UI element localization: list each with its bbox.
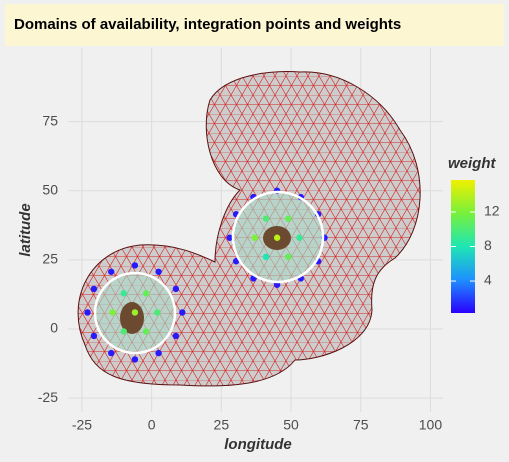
x-axis-title: longitude	[224, 436, 292, 453]
integration-point	[108, 350, 114, 356]
colorbar-tick-label: 4	[484, 272, 492, 288]
x-tick-label: 75	[353, 417, 369, 433]
y-axis-title: latitude	[17, 203, 34, 256]
integration-point	[143, 328, 149, 334]
integration-point	[84, 309, 90, 315]
integration-point	[155, 350, 161, 356]
integration-point	[263, 254, 269, 260]
integration-point	[263, 215, 269, 221]
y-tick-label: -25	[38, 389, 58, 405]
colorbar-tick-label: 12	[484, 203, 500, 219]
integration-point	[121, 328, 127, 334]
integration-point	[91, 333, 97, 339]
x-tick-label: 25	[214, 417, 230, 433]
y-tick-label: 0	[50, 320, 58, 336]
x-tick-label: -25	[72, 417, 92, 433]
integration-point	[173, 286, 179, 292]
integration-point	[179, 309, 185, 315]
integration-point	[155, 269, 161, 275]
colorbar-tick-label: 8	[484, 237, 492, 253]
integration-point	[285, 254, 291, 260]
integration-point	[154, 309, 160, 315]
integration-point	[121, 290, 127, 296]
integration-point	[252, 235, 258, 241]
integration-point	[285, 215, 291, 221]
integration-point	[274, 235, 280, 241]
y-tick-label: 50	[42, 181, 58, 197]
integration-point	[173, 333, 179, 339]
chart-title: Domains of availability, integration poi…	[14, 16, 401, 33]
colorbar-title: weight	[448, 155, 497, 172]
y-tick-label: 75	[42, 112, 58, 128]
y-tick-label: 25	[42, 251, 58, 267]
x-tick-label: 0	[148, 417, 156, 433]
integration-point	[132, 356, 138, 362]
integration-point	[91, 286, 97, 292]
x-tick-label: 100	[419, 417, 443, 433]
integration-point	[108, 269, 114, 275]
integration-point	[109, 309, 115, 315]
x-tick-label: 50	[283, 417, 299, 433]
integration-point	[132, 309, 138, 315]
integration-point	[296, 235, 302, 241]
integration-point	[143, 290, 149, 296]
chart: Domains of availability, integration poi…	[0, 0, 509, 457]
integration-point	[132, 262, 138, 268]
